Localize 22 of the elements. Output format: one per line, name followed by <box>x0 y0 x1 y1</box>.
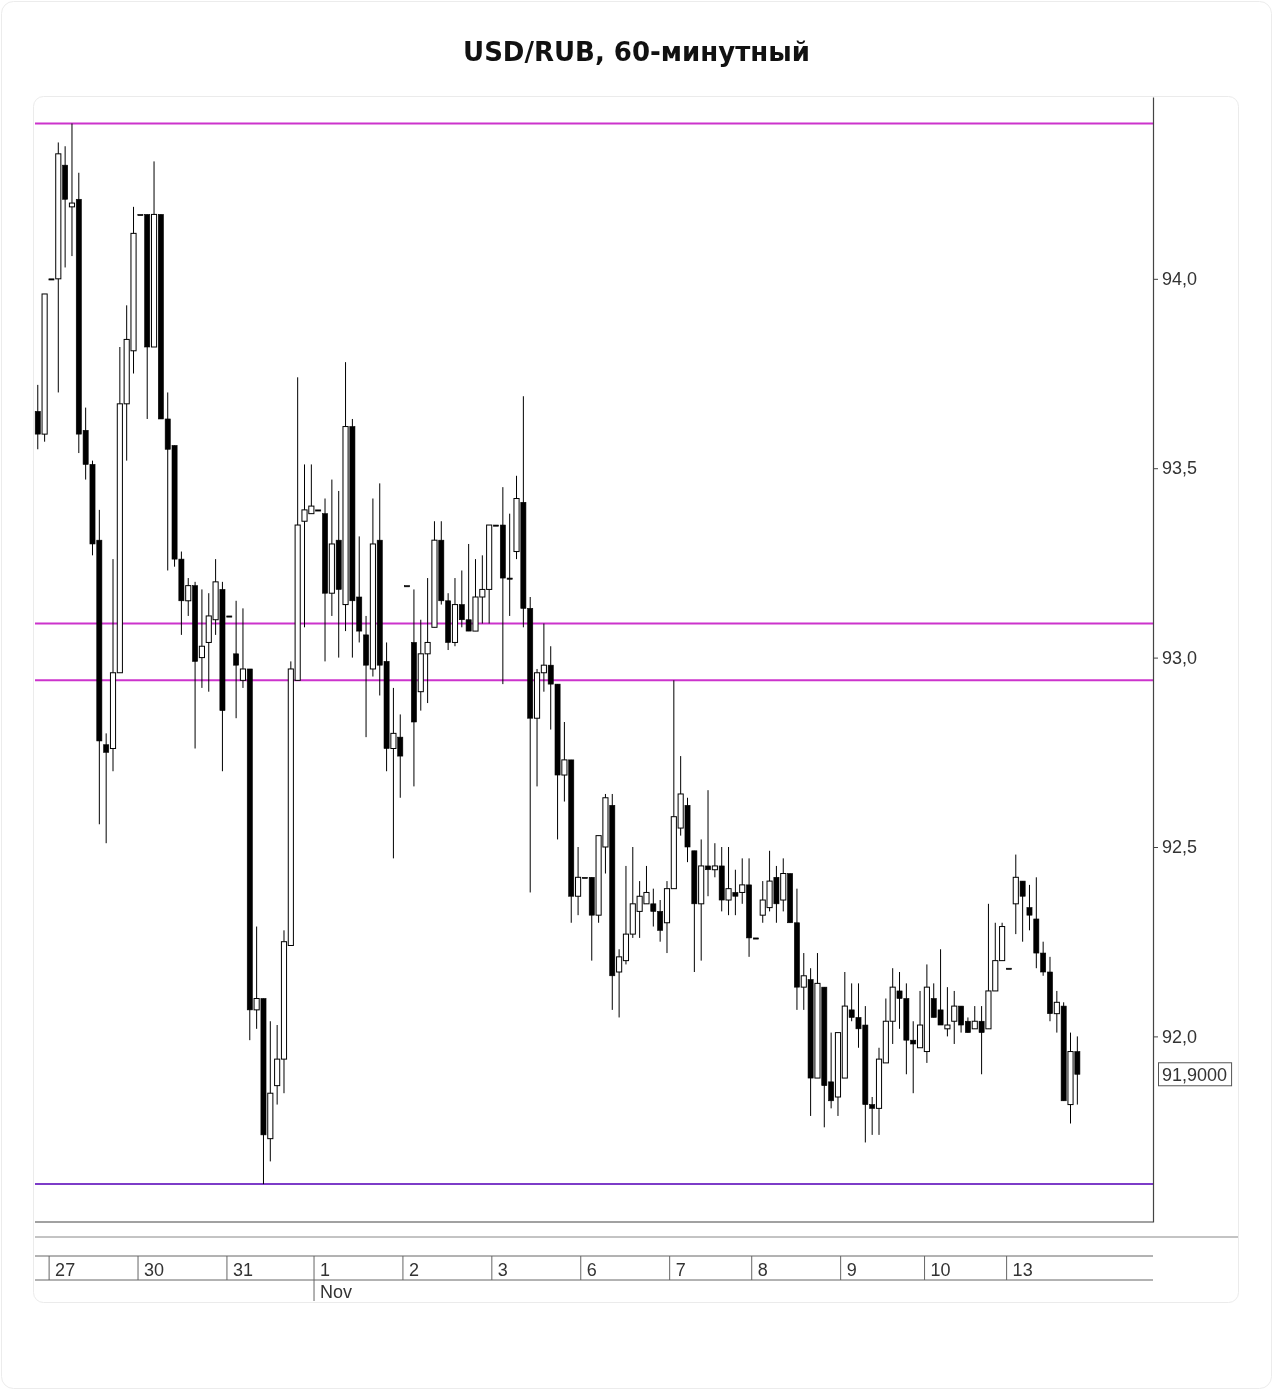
x-tick-label: 9 <box>846 1259 857 1280</box>
y-tick-label: 92,5 <box>1162 837 1198 858</box>
x-tick-label: 6 <box>586 1259 597 1280</box>
x-tick-label: 31 <box>232 1259 253 1280</box>
y-tick-label: 93,0 <box>1162 647 1198 668</box>
x-tick-label: 10 <box>930 1259 951 1280</box>
x-tick-label: 3 <box>497 1259 508 1280</box>
candlestick <box>233 600 239 719</box>
y-tick-label: 94,0 <box>1162 269 1198 290</box>
candlestick <box>1026 884 1033 931</box>
y-tick-label: 93,5 <box>1162 458 1198 479</box>
x-tick-label: 2 <box>408 1259 419 1280</box>
x-tick-label: 8 <box>757 1259 768 1280</box>
x-tick-label: 7 <box>675 1259 686 1280</box>
x-tick-label: 13 <box>1012 1259 1033 1280</box>
chart-title: USD/RUB, 60-минутный <box>463 37 810 67</box>
x-tick-label: 30 <box>144 1259 165 1280</box>
x-tick-label: 1 <box>320 1259 331 1280</box>
text: 91,9000 <box>1162 1064 1228 1085</box>
x-tick-label: 27 <box>55 1259 76 1280</box>
y-tick-label: 92,0 <box>1162 1026 1198 1047</box>
text: Nov <box>320 1282 353 1302</box>
